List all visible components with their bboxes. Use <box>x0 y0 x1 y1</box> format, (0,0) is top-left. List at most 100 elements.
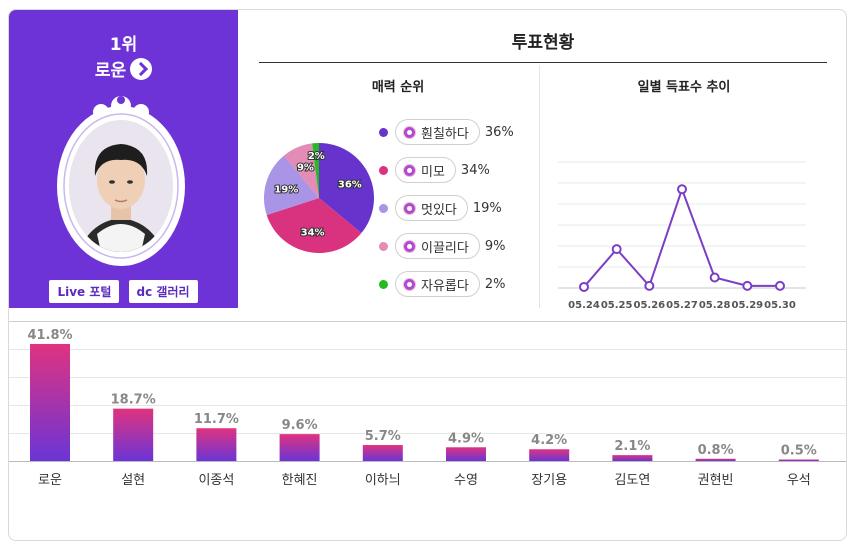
legend-label: 미모 <box>421 164 445 180</box>
pie-slice-label: 34% <box>301 227 325 238</box>
charm-rank-title: 매력 순위 <box>371 80 425 95</box>
legend-item[interactable]: 멋있다 19% <box>379 195 502 221</box>
bar-value-label: 0.8% <box>698 443 734 458</box>
pie-slice-5 <box>312 143 319 198</box>
bar-category-label[interactable]: 권현빈 <box>697 473 734 488</box>
dc-gallery-button[interactable]: dc 갤러리 <box>128 280 198 303</box>
daily-trend-line-chart: 05.24 05.25 05.26 05.27 05.28 05.29 05.30 <box>558 161 806 310</box>
bar-value-label: 9.6% <box>282 418 318 433</box>
gridline <box>9 433 846 434</box>
legend-color-dot <box>379 241 388 251</box>
legend-percent: 34% <box>460 162 490 178</box>
bar-category-label[interactable]: 장기용 <box>531 473 568 488</box>
bar-value-label: 5.7% <box>365 429 401 444</box>
gridline <box>9 349 846 350</box>
chevron-right-icon[interactable] <box>130 58 153 80</box>
legend-label: 훤칠하다 <box>421 126 469 142</box>
trend-point <box>677 184 687 195</box>
pie-slice-label: 36% <box>338 179 362 190</box>
bar-value-label: 4.9% <box>448 431 484 446</box>
trend-point <box>775 280 785 291</box>
flower-icon <box>404 202 415 214</box>
legend-item[interactable]: 미모 34% <box>379 157 490 183</box>
gridline <box>9 377 846 378</box>
section-divider <box>539 65 540 308</box>
bar-value-label: 11.7% <box>194 412 239 427</box>
x-tick-label: 05.29 <box>732 300 764 310</box>
legend-item[interactable]: 자유롭다 2% <box>379 271 505 297</box>
x-tick-label: 05.24 <box>568 300 600 310</box>
x-tick-label: 05.30 <box>764 300 796 310</box>
legend-percent: 2% <box>484 276 506 292</box>
legend-color-dot <box>379 279 388 289</box>
bar-category-label[interactable]: 이하늬 <box>364 473 401 488</box>
bar <box>446 447 486 461</box>
bar <box>196 428 237 461</box>
bar-value-label: 41.8% <box>27 328 72 343</box>
flower-icon <box>404 240 415 252</box>
vote-status-title: 투표현황 <box>511 33 575 53</box>
bar-chart-baseline <box>9 461 846 462</box>
legend-pill[interactable]: 이끌리다 <box>395 233 480 259</box>
bar <box>113 408 154 461</box>
vote-card: 1위 로운 <box>8 9 847 541</box>
bar-value-label: 18.7% <box>111 393 156 408</box>
bar <box>529 449 570 461</box>
pie-slice-label: 19% <box>274 184 298 195</box>
profile-name: 로운 <box>94 61 127 81</box>
bar-category-label[interactable]: 김도연 <box>614 473 651 488</box>
flower-icon <box>404 126 415 138</box>
bar-value-label: 0.5% <box>781 444 817 459</box>
bar <box>612 455 653 461</box>
legend-item[interactable]: 이끌리다 9% <box>379 233 505 259</box>
profile-name-row[interactable]: 로운 <box>9 56 238 81</box>
legend-label: 이끌리다 <box>421 240 469 256</box>
bar <box>695 458 736 461</box>
x-tick-label: 05.26 <box>634 300 666 310</box>
portrait-mirror-frame <box>57 96 185 266</box>
legend-item[interactable]: 훤칠하다 36% <box>379 119 514 145</box>
x-tick-label: 05.27 <box>666 300 698 310</box>
profile-panel: 1위 로운 <box>9 10 238 308</box>
legend-pill[interactable]: 멋있다 <box>395 195 468 221</box>
bar-category-label[interactable]: 로운 <box>38 473 62 488</box>
gridline <box>9 405 846 406</box>
legend-color-dot <box>379 203 388 213</box>
legend-pill[interactable]: 미모 <box>395 157 456 183</box>
bar-category-label[interactable]: 설현 <box>121 473 146 488</box>
bar-category-label[interactable]: 수영 <box>454 473 478 488</box>
legend-color-dot <box>379 165 388 175</box>
pie-slice-label: 9% <box>297 163 314 174</box>
legend-pill[interactable]: 자유롭다 <box>395 271 480 297</box>
pie-slice-4 <box>283 143 319 198</box>
legend-pill[interactable]: 훤칠하다 <box>395 119 480 145</box>
bar <box>279 434 320 461</box>
bar-chart-top-border <box>9 321 846 322</box>
charm-pie-chart: 36% 34% 19% 9%2% <box>264 143 374 253</box>
daily-trend-title: 일별 득표수 추이 <box>637 80 731 95</box>
legend-percent: 9% <box>484 238 506 254</box>
pie-slice-1 <box>319 143 374 234</box>
profile-links: Live 포털 dc 갤러리 <box>9 280 238 303</box>
trend-point <box>611 244 622 255</box>
legend-percent: 19% <box>472 200 502 216</box>
pie-slice-3 <box>264 155 319 215</box>
bar <box>30 343 70 461</box>
trend-point <box>742 280 753 291</box>
bar-value-label: 4.2% <box>531 433 567 448</box>
bar-category-label[interactable]: 한혜진 <box>281 473 318 488</box>
bar <box>362 445 403 461</box>
portrait-avatar <box>69 120 173 252</box>
flower-icon <box>404 164 415 176</box>
flower-icon <box>404 278 415 290</box>
legend-label: 자유롭다 <box>421 278 469 294</box>
ranking-bar-chart: 41.8% 18.7% 11.7% 9.6% 5.7% 4.9% 4.2% 2.1% 0.8% 0… <box>26 327 819 461</box>
live-portal-button[interactable]: Live 포털 <box>49 280 120 303</box>
legend-percent: 36% <box>484 124 514 140</box>
bar-value-label: 2.1% <box>614 439 650 454</box>
rank-label: 1위 <box>109 35 138 55</box>
pie-slice-2 <box>266 198 362 253</box>
bar-category-label[interactable]: 우석 <box>786 473 811 488</box>
title-underline <box>259 62 827 63</box>
bar-category-label[interactable]: 이종석 <box>198 473 235 488</box>
